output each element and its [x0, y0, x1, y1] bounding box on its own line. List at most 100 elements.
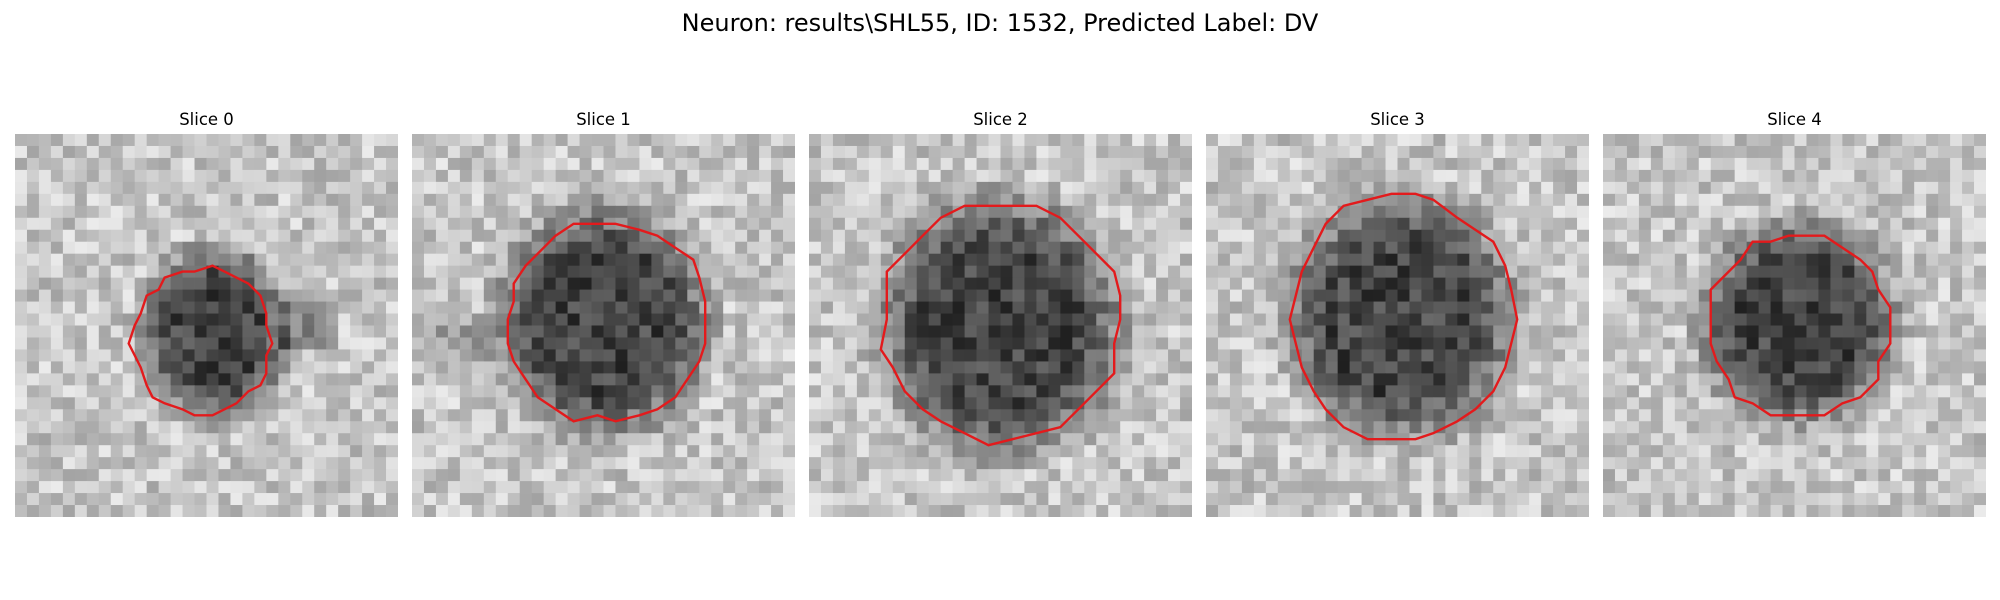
image-pixel	[86, 217, 100, 231]
image-pixel	[1000, 229, 1013, 243]
image-pixel	[1565, 289, 1578, 302]
image-pixel	[362, 481, 375, 494]
image-pixel	[627, 205, 640, 219]
image-pixel	[1229, 397, 1243, 410]
image-pixel	[386, 361, 398, 374]
image-pixel	[1409, 397, 1422, 410]
image-pixel	[1409, 169, 1422, 183]
image-pixel	[1626, 193, 1640, 207]
pixel-grid-0	[15, 134, 398, 517]
image-pixel	[1469, 361, 1482, 374]
image-pixel	[1337, 433, 1351, 446]
image-pixel	[1818, 433, 1831, 446]
image-pixel	[1638, 134, 1652, 147]
image-pixel	[122, 313, 136, 326]
image-pixel	[1180, 397, 1192, 410]
image-pixel	[1914, 313, 1927, 326]
image-pixel	[1229, 169, 1243, 183]
image-pixel	[1445, 421, 1458, 434]
image-pixel	[904, 409, 918, 422]
image-pixel	[1421, 421, 1434, 434]
image-pixel	[759, 301, 772, 314]
image-pixel	[1349, 481, 1362, 494]
image-pixel	[507, 145, 521, 159]
neuron-contour-2	[879, 204, 1122, 447]
image-pixel	[1289, 205, 1303, 219]
image-pixel	[1529, 433, 1542, 446]
image-pixel	[1469, 205, 1482, 219]
image-pixel	[1806, 349, 1819, 362]
image-pixel	[1866, 169, 1879, 183]
image-pixel	[134, 325, 148, 338]
image-pixel	[519, 277, 533, 290]
image-pixel	[386, 145, 398, 159]
image-pixel	[1962, 205, 1975, 219]
image-pixel	[1385, 313, 1398, 326]
image-pixel	[242, 157, 255, 171]
image-pixel	[699, 457, 712, 470]
image-pixel	[531, 265, 545, 279]
image-pixel	[290, 397, 303, 410]
image-pixel	[374, 169, 387, 183]
image-pixel	[1433, 157, 1446, 171]
image-pixel	[110, 313, 124, 326]
image-pixel	[1830, 265, 1843, 279]
image-pixel	[314, 337, 327, 350]
image-pixel	[1722, 337, 1736, 350]
image-pixel	[374, 433, 387, 446]
image-pixel	[1962, 361, 1975, 374]
image-pixel	[555, 457, 568, 470]
image-pixel	[639, 205, 652, 219]
image-pixel	[1301, 205, 1315, 219]
image-pixel	[1180, 205, 1192, 219]
image-pixel	[495, 145, 509, 159]
image-pixel	[1409, 337, 1422, 350]
image-pixel	[952, 241, 965, 255]
image-pixel	[1493, 433, 1506, 446]
image-pixel	[1132, 181, 1145, 195]
image-pixel	[1036, 445, 1049, 458]
image-pixel	[699, 217, 712, 231]
image-pixel	[374, 289, 387, 302]
image-pixel	[952, 229, 965, 243]
image-pixel	[1048, 229, 1061, 243]
image-pixel	[435, 313, 449, 326]
image-pixel	[266, 181, 279, 195]
image-pixel	[242, 421, 255, 434]
image-pixel	[1565, 265, 1578, 279]
image-pixel	[976, 181, 989, 195]
image-pixel	[1974, 157, 1986, 171]
image-pixel	[362, 385, 375, 398]
image-pixel	[735, 325, 748, 338]
image-pixel	[783, 289, 795, 302]
image-pixel	[194, 289, 207, 302]
image-pixel	[1241, 373, 1255, 386]
image-pixel	[880, 337, 894, 350]
image-pixel	[1722, 313, 1736, 326]
image-pixel	[374, 134, 387, 147]
image-pixel	[591, 445, 604, 458]
image-pixel	[1758, 457, 1771, 470]
image-pixel	[110, 337, 124, 350]
image-pixel	[699, 373, 712, 386]
image-pixel	[242, 469, 255, 482]
image-pixel	[1517, 253, 1530, 267]
image-pixel	[1854, 409, 1867, 422]
image-pixel	[1385, 134, 1398, 147]
image-pixel	[699, 169, 712, 183]
image-pixel	[507, 481, 521, 494]
image-pixel	[1974, 134, 1986, 147]
image-pixel	[1818, 265, 1831, 279]
image-pixel	[651, 134, 664, 147]
image-pixel	[1000, 277, 1013, 290]
image-pixel	[1385, 361, 1398, 374]
image-pixel	[302, 145, 315, 159]
image-pixel	[1938, 145, 1951, 159]
image-pixel	[916, 457, 930, 470]
image-pixel	[218, 361, 231, 374]
image-pixel	[904, 134, 918, 147]
image-pixel	[663, 409, 676, 422]
image-pixel	[507, 169, 521, 183]
image-pixel	[711, 301, 724, 314]
image-pixel	[423, 265, 437, 279]
